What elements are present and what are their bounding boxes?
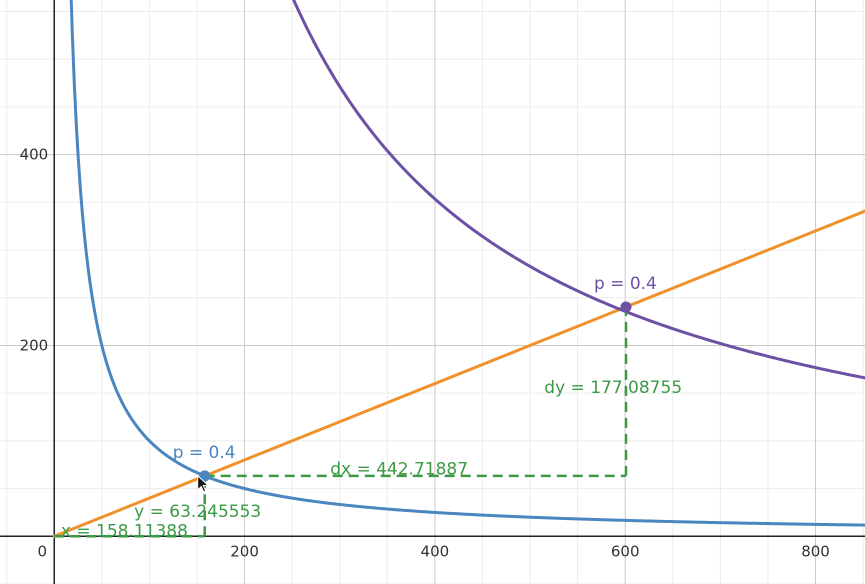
mouse-cursor-icon [197, 474, 210, 493]
y-tick-label: 400 [20, 146, 49, 164]
point-marker[interactable] [620, 301, 632, 313]
annotation-dy: dy = 177.08755 [544, 378, 682, 398]
annotation-x: x = 158.11388 [61, 521, 188, 541]
cursor-layer [197, 474, 210, 493]
x-tick-label: 0 [37, 542, 47, 560]
x-tick-label: 200 [230, 542, 259, 560]
x-tick-label: 800 [801, 542, 830, 560]
point-label: p = 0.4 [173, 443, 236, 463]
annotation-y: y = 63.245553 [134, 502, 261, 522]
point-marker[interactable] [199, 470, 211, 482]
point-label: p = 0.4 [594, 274, 657, 294]
series-curve-2[interactable] [52, 209, 865, 538]
y-tick-label: 200 [20, 336, 49, 354]
dashed-guides [54, 306, 628, 538]
tick-labels: 0 200 400 600 800 200 400 [20, 146, 830, 561]
series-curve-3[interactable] [292, 0, 865, 380]
points-layer: p = 0.4 p = 0.4 [173, 274, 657, 482]
annotation-dx: dx = 442.71887 [330, 459, 468, 479]
x-tick-label: 600 [611, 542, 640, 560]
x-tick-label: 400 [421, 542, 450, 560]
